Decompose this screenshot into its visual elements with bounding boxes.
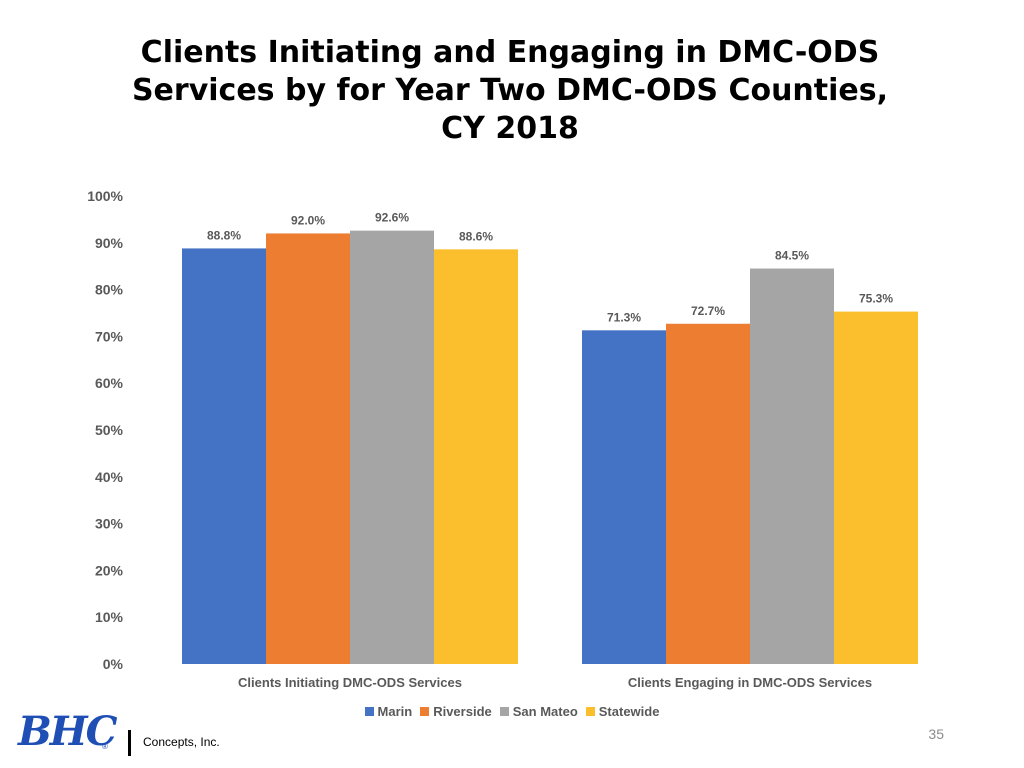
y-tick-label: 70% [95,328,124,344]
category-label: Clients Engaging in DMC-ODS Services [628,675,872,690]
bar-statewide-1 [434,249,518,665]
bar-marin-1 [182,248,266,664]
y-tick-label: 30% [95,516,124,532]
company-name: Concepts, Inc. [143,735,220,749]
legend-label: Marin [377,704,413,719]
logo-mark: BHC [18,708,117,755]
legend-swatch [585,707,595,716]
bar-riverside-1 [266,233,350,664]
title-line-2: Services by for Year Two DMC-ODS Countie… [131,73,889,108]
data-label: 84.5% [775,249,809,263]
bar-san-mateo-2 [750,268,834,664]
legend-label: San Mateo [512,704,578,719]
y-tick-label: 0% [103,656,124,672]
slide-title: Clients Initiating and Engaging in DMC-O… [60,34,960,148]
y-axis: 0% 10% 20% 30% 40% 50% 60% 70% 80% 90% 100% [87,188,123,672]
y-tick-label: 100% [87,188,123,204]
y-tick-label: 80% [95,282,124,298]
legend-label: Statewide [598,704,660,719]
bar-chart: 0% 10% 20% 30% 40% 50% 60% 70% 80% 90% 100% 88.8% 9… [87,188,918,690]
y-tick-label: 90% [95,235,124,251]
legend-swatch [499,707,509,716]
legend-item-san-mateo: San Mateo [499,704,578,719]
page-number: 35 [928,726,944,742]
y-tick-label: 60% [95,375,124,391]
bar-riverside-2 [666,323,750,664]
data-label: 88.8% [207,228,241,242]
legend-item-statewide: Statewide [585,704,660,719]
data-label: 92.6% [375,211,409,225]
chart-legend: Marin Riverside San Mateo Statewide [0,704,1024,719]
category-label: Clients Initiating DMC-ODS Services [238,675,462,690]
legend-swatch [420,707,430,716]
logo-divider [128,730,131,756]
y-tick-label: 40% [95,469,124,485]
data-label: 75.3% [859,292,893,306]
legend-item-riverside: Riverside [420,704,492,719]
legend-item-marin: Marin [364,704,413,719]
bar-marin-2 [582,330,666,664]
title-line-3: CY 2018 [441,111,579,146]
data-label: 88.6% [459,229,493,243]
x-axis: Clients Initiating DMC-ODS Services Clien… [238,675,872,690]
data-label: 72.7% [691,304,725,318]
bar-san-mateo-1 [350,230,434,664]
bars [182,230,918,665]
data-labels: 88.8% 92.0% 92.6% 88.6% 71.3% 72.7% 84.5% 75.3% [207,211,893,325]
y-tick-label: 10% [95,609,124,625]
bar-statewide-2 [834,311,918,664]
registered-mark: ® [102,742,108,751]
data-label: 71.3% [607,310,641,324]
legend-label: Riverside [433,704,492,719]
data-label: 92.0% [291,213,325,227]
legend-swatch [364,707,374,716]
title-line-1: Clients Initiating and Engaging in DMC-O… [140,35,880,70]
y-tick-label: 20% [95,562,124,578]
y-tick-label: 50% [95,422,124,438]
